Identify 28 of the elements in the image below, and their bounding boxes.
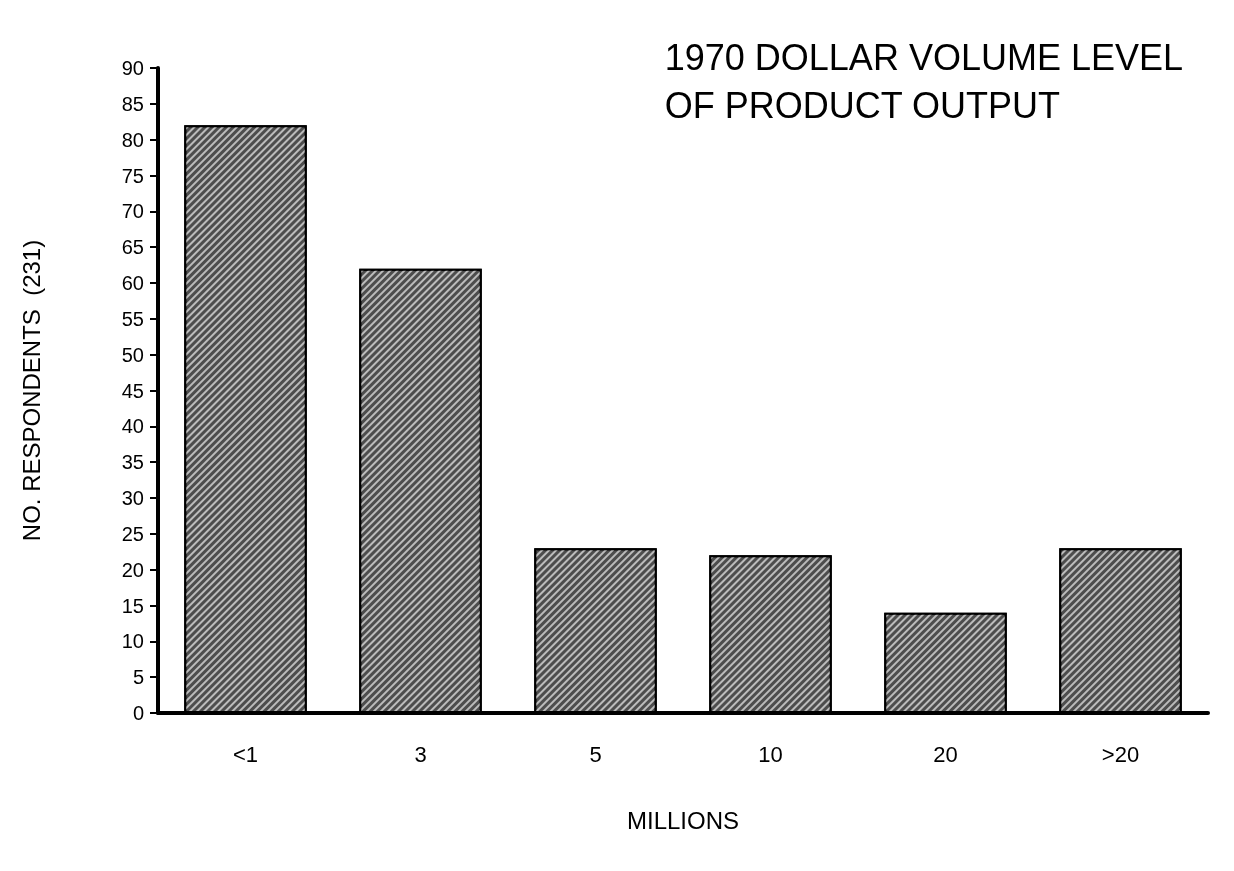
chart-title: 1970 DOLLAR VOLUME LEVEL OF PRODUCT OUTPUT xyxy=(664,36,1184,126)
y-tick-label: 70 xyxy=(121,200,144,223)
y-tick-label: 85 xyxy=(121,92,144,115)
x-tick-label: >20 xyxy=(1101,741,1140,767)
y-tick-label: 0 xyxy=(132,702,144,724)
y-tick-label: 50 xyxy=(121,343,144,366)
y-tick-label: 75 xyxy=(121,164,144,187)
x-tick-label: 10 xyxy=(758,741,783,767)
y-tick-label: 40 xyxy=(121,415,144,438)
y-tick-label: 60 xyxy=(121,272,144,294)
y-axis-title: NO. RESPONDENTS (231) xyxy=(17,239,45,542)
y-tick-label: 20 xyxy=(121,558,144,581)
y-tick-label: 45 xyxy=(121,379,144,402)
y-tick-label: 90 xyxy=(121,57,144,79)
y-tick-label: 55 xyxy=(121,307,144,330)
x-axis-title: MILLIONS xyxy=(626,806,740,834)
y-tick-label: 25 xyxy=(121,522,144,545)
y-tick-label: 15 xyxy=(121,594,144,617)
y-tick-label: 30 xyxy=(121,487,144,509)
y-tick-label: 80 xyxy=(121,128,144,151)
x-tick-label: 3 xyxy=(414,741,427,767)
y-tick-label: 5 xyxy=(132,666,144,689)
y-tick-label: 65 xyxy=(121,236,144,259)
y-tick-label: 10 xyxy=(121,630,144,653)
x-tick-label: 5 xyxy=(589,741,602,767)
x-tick-label: <1 xyxy=(232,741,259,767)
y-tick-label: 35 xyxy=(121,451,144,474)
x-tick-label: 20 xyxy=(933,741,958,767)
